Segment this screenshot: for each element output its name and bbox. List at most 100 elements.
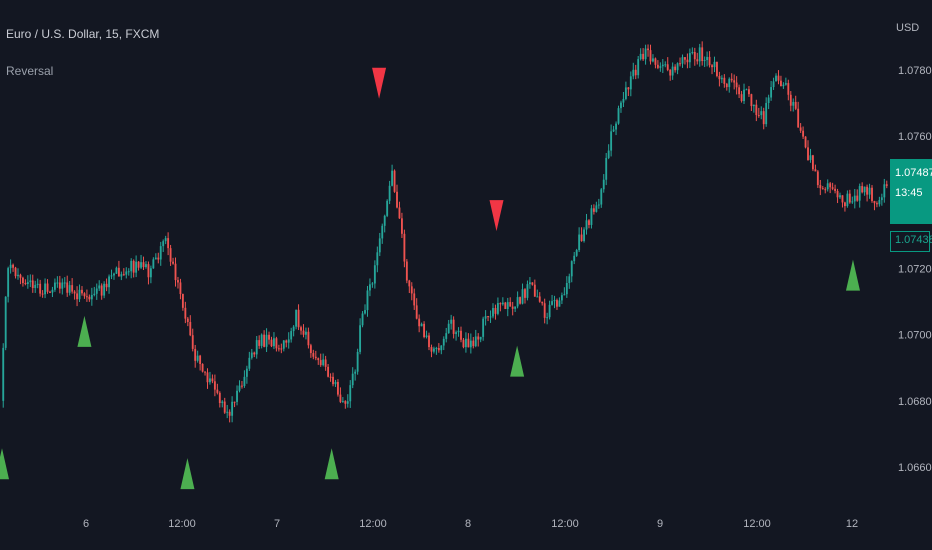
candle-body	[612, 129, 615, 132]
candle-body	[514, 306, 517, 309]
candle-body	[496, 303, 499, 314]
candle-body	[583, 229, 585, 242]
candle-body	[629, 76, 632, 90]
candle-body	[777, 75, 780, 81]
candle-body	[428, 335, 430, 348]
candle-body	[120, 274, 123, 277]
candle-body	[548, 304, 551, 318]
candle-body	[748, 89, 750, 95]
candle-body	[302, 330, 305, 335]
candle-body	[457, 330, 460, 333]
candle-body	[268, 334, 270, 340]
candle-body	[14, 267, 17, 277]
candle-body	[63, 282, 66, 284]
candle-body	[723, 77, 726, 84]
candle-body	[511, 306, 514, 309]
candle-body	[543, 303, 546, 318]
candle-body	[135, 261, 138, 273]
candle-body	[447, 323, 450, 334]
time-tick-label: 12:00	[359, 518, 387, 530]
candle-body	[400, 218, 403, 234]
candle-body	[437, 347, 440, 351]
candle-body	[194, 348, 197, 361]
candle-body	[19, 274, 22, 278]
candle-body	[674, 66, 677, 71]
candle-body	[499, 303, 502, 305]
candle-body	[885, 184, 888, 186]
candle-body	[221, 401, 224, 404]
candle-body	[676, 63, 679, 71]
candle-body	[856, 195, 859, 201]
candle-body	[61, 282, 64, 289]
candle-body	[71, 285, 74, 292]
candle-body	[482, 318, 485, 337]
candle-body	[383, 215, 386, 226]
time-tick-label: 9	[657, 518, 663, 530]
candle-body	[46, 283, 49, 292]
candle-body	[432, 348, 435, 352]
candle-body	[848, 193, 851, 203]
candle-body	[179, 282, 182, 295]
reversal-down-marker	[489, 200, 504, 232]
candle-body	[332, 376, 334, 385]
candle-body	[49, 291, 51, 293]
candle-body	[716, 61, 718, 77]
candle-body	[238, 385, 241, 391]
candle-body	[388, 185, 391, 201]
candle-body	[787, 83, 790, 95]
candle-body	[701, 47, 704, 62]
candle-body	[455, 332, 458, 334]
candle-body	[868, 187, 871, 195]
candle-body	[708, 56, 711, 66]
secondary-price-tag: 1.07438	[890, 231, 932, 252]
candle-body	[735, 82, 738, 88]
candle-body	[821, 188, 824, 190]
candle-body	[386, 200, 389, 216]
candle-body	[536, 296, 539, 298]
candle-body	[570, 261, 573, 277]
candle-body	[563, 294, 566, 296]
candle-body	[839, 195, 841, 198]
candle-body	[85, 296, 88, 298]
time-tick-label: 12:00	[168, 518, 196, 530]
reversal-up-marker	[180, 458, 195, 490]
candle-body	[728, 78, 731, 88]
candle-body	[858, 186, 861, 201]
candle-body	[7, 268, 10, 297]
candle-body	[516, 297, 519, 307]
indicator-legend[interactable]: Reversal	[6, 64, 54, 78]
symbol-legend[interactable]: Euro / U.S. Dollar, 15, FXCM	[6, 27, 160, 41]
candle-body	[524, 289, 526, 298]
candle-body	[652, 58, 654, 62]
candle-body	[883, 184, 886, 198]
candle-body	[162, 241, 165, 247]
reversal-up-marker	[324, 448, 339, 480]
time-tick-label: 6	[83, 518, 89, 530]
candle-body	[216, 389, 219, 393]
candle-body	[100, 285, 103, 296]
candle-body	[620, 102, 622, 109]
candle-body	[280, 348, 283, 350]
time-tick-label: 12:00	[551, 518, 579, 530]
time-axis-ticks: 6 12:00 7 12:00 8 12:00 9 12:00 12	[83, 518, 858, 530]
candle-body	[307, 331, 310, 346]
candle-body	[812, 155, 814, 170]
candle-body	[878, 200, 881, 205]
candle-body	[684, 57, 686, 60]
candle-body	[127, 271, 130, 273]
candle-body	[703, 60, 706, 62]
candle-body	[762, 111, 765, 125]
candle-body	[337, 381, 339, 395]
candle-body	[105, 283, 108, 288]
candle-body	[78, 289, 81, 300]
candle-body	[314, 356, 317, 359]
candle-body	[39, 283, 42, 294]
candle-body	[51, 289, 54, 293]
candle-body	[445, 333, 448, 339]
candle-body	[504, 302, 507, 309]
candle-body	[642, 53, 645, 60]
candle-body	[462, 339, 465, 348]
candle-body	[149, 268, 152, 278]
